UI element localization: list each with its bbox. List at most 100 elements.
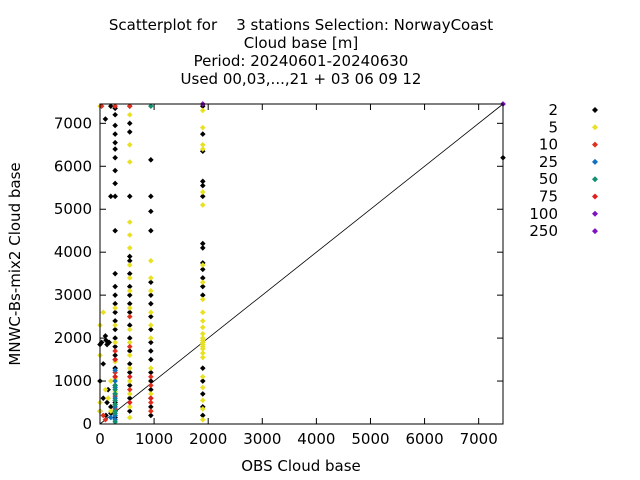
data-point [199,262,206,268]
data-point [126,219,133,225]
data-point [112,386,118,393]
x-tick-label: 5000 [351,430,389,448]
data-point [126,322,133,329]
data-point [148,382,154,389]
data-point [126,232,133,238]
data-point [148,313,154,320]
title-line-1: Scatterplot for 3 stations Selection: No… [109,16,493,34]
data-point [112,326,118,333]
legend-marker [592,228,598,235]
data-point [126,369,133,376]
data-point [126,283,133,290]
y-tick-label: 4000 [54,243,92,261]
data-point [148,356,154,363]
data-point [112,391,118,397]
data-point [126,305,133,311]
data-point [199,266,206,273]
data-point [148,322,154,329]
data-point [100,309,107,316]
data-point [148,386,154,393]
data-point [126,309,133,316]
data-point [148,292,154,298]
data-point [199,124,206,131]
data-point [126,159,133,165]
data-point [199,373,206,380]
data-point [148,326,154,333]
legend-label: 100 [529,205,558,223]
data-point [199,391,206,397]
data-point [112,397,118,404]
data-point [112,378,118,384]
data-point [148,365,154,371]
data-point [112,410,118,417]
data-point [148,288,154,294]
legend-marker [592,210,598,217]
series-2 [97,101,506,421]
data-point [112,309,118,316]
x-tick-label: 4000 [297,430,335,448]
one-to-one-line [99,103,504,425]
data-point [199,283,206,290]
data-point [112,339,118,346]
data-point [148,157,154,163]
data-point [148,373,154,380]
data-point [199,324,206,331]
data-point [112,154,118,161]
data-point [199,330,206,337]
data-point [108,408,114,414]
y-axis-label: MNWC-Bs-mix2 Cloud base [6,162,24,365]
data-point [148,348,154,354]
data-point [112,367,118,374]
legend-marker [592,193,598,200]
data-point [126,386,133,393]
data-point [112,352,118,359]
y-tick-label: 0 [82,415,92,433]
data-point [148,309,154,316]
data-point [126,378,133,384]
data-point [199,131,206,137]
data-point [199,189,206,195]
data-point [126,253,133,260]
legend-label: 2 [548,101,558,119]
data-point [126,335,133,341]
data-point [112,318,118,324]
data-point [102,333,109,339]
data-point [199,245,206,251]
data-point [126,103,133,109]
data-point [126,391,133,397]
data-point [126,300,133,307]
data-point [148,335,154,341]
data-point [112,343,118,350]
data-point [126,275,133,281]
data-point [102,116,109,122]
data-point [126,326,133,333]
data-point [112,348,118,354]
series-50 [112,103,154,425]
legend-label: 10 [539,136,558,154]
y-tick-label: 7000 [54,114,92,132]
data-point [148,404,154,410]
data-point [108,414,114,421]
data-point [199,354,206,361]
x-axis-label: OBS Cloud base [241,457,361,475]
data-point [199,193,206,200]
data-point [126,129,133,135]
y-tick-label: 2000 [54,329,92,347]
data-point [100,361,107,367]
data-point [199,318,206,324]
data-point [199,397,206,404]
data-point [126,270,133,277]
data-point [102,386,109,393]
data-point [112,131,118,137]
data-point [199,142,206,148]
x-tick-label: 2000 [189,430,227,448]
data-point [126,292,133,298]
data-point [102,416,109,423]
data-point [199,296,206,303]
data-point [112,373,118,380]
y-tick-label: 1000 [54,372,92,390]
data-point [126,288,133,294]
data-point [112,292,118,298]
data-point [148,275,154,281]
